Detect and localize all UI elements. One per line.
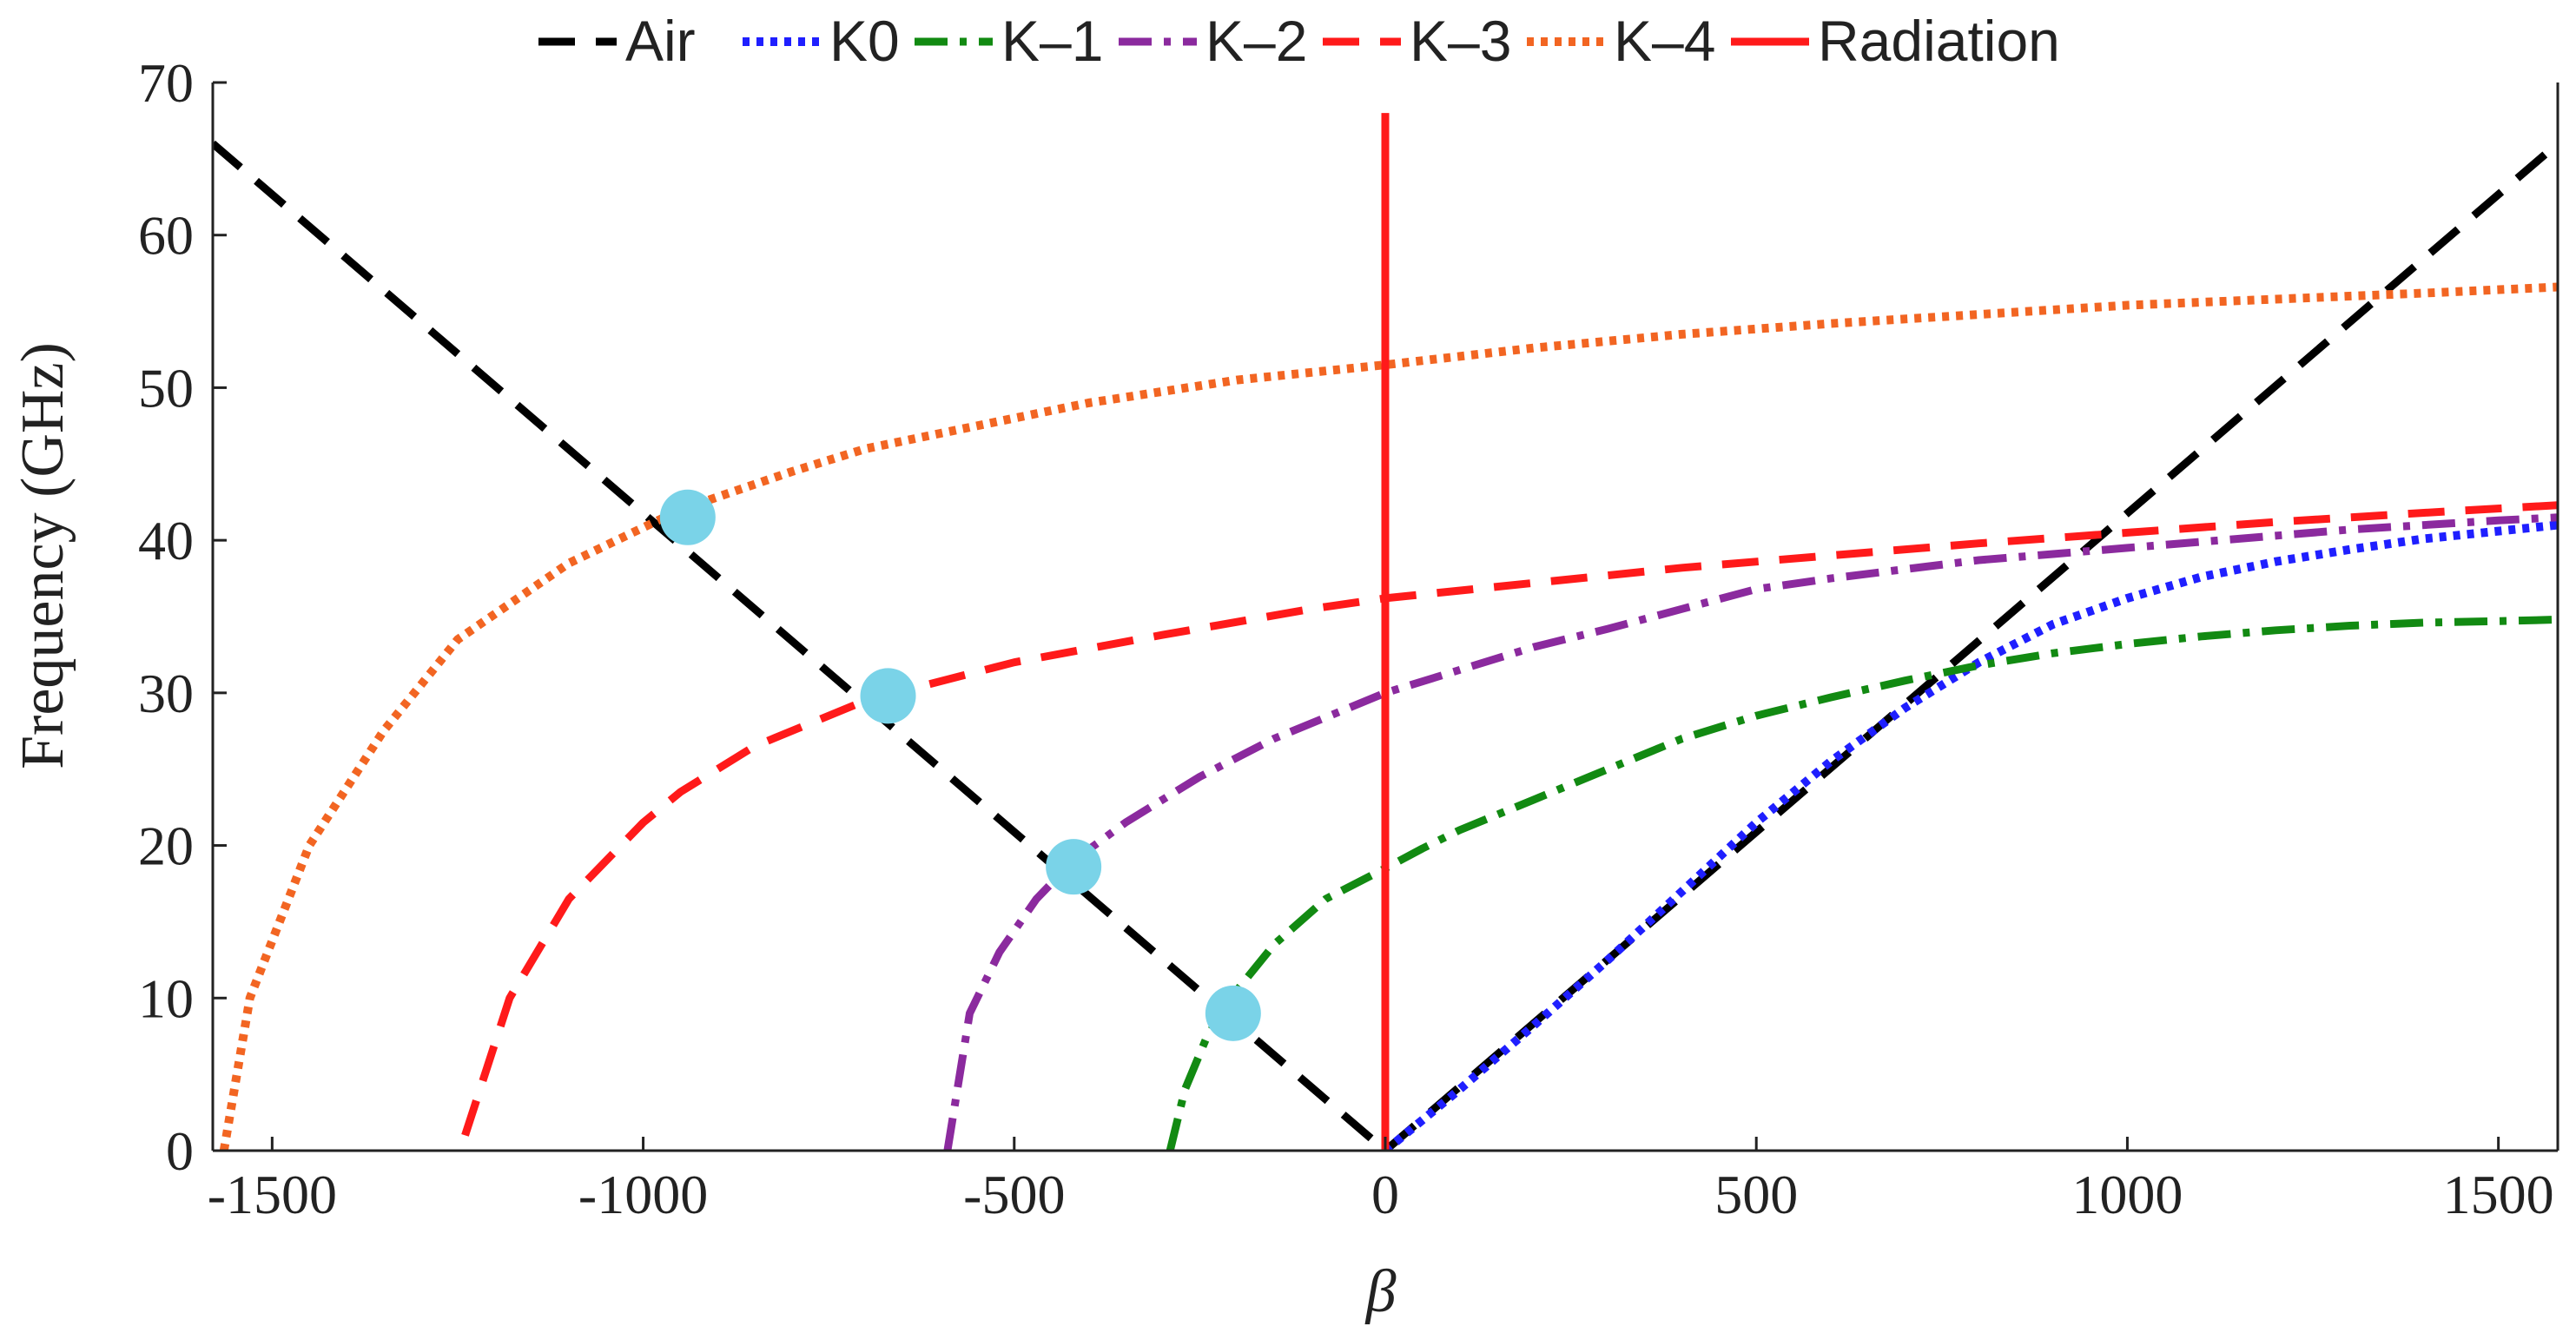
x-axis-title: β [1364, 1258, 1397, 1325]
intersection-marker [860, 668, 916, 724]
y-tick-label: 60 [138, 205, 194, 267]
y-tick-label: 30 [138, 663, 194, 724]
y-tick-label: 70 [138, 52, 194, 114]
plot-area [213, 113, 2558, 1151]
legend-label: Air [625, 9, 696, 73]
y-tick-label: 40 [138, 510, 194, 571]
x-tick-label: -1000 [578, 1164, 708, 1225]
x-tick-label: 1500 [2443, 1164, 2554, 1225]
y-tick-label: 0 [166, 1120, 194, 1182]
x-tick-label: -500 [963, 1164, 1065, 1225]
x-tick-label: 1000 [2071, 1164, 2183, 1225]
intersection-markers [659, 489, 1261, 1041]
x-tick-label: 500 [1714, 1164, 1798, 1225]
legend-label: K–3 [1410, 9, 1511, 73]
legend-label: K–4 [1614, 9, 1715, 73]
x-tick-label: 0 [1371, 1164, 1399, 1225]
legend-label: K–2 [1205, 9, 1307, 73]
y-tick-label: 10 [138, 967, 194, 1029]
series-line-k0 [1382, 520, 2558, 1151]
legend-label: K0 [829, 9, 900, 73]
axes: -1500 -1000 -500 0 500 1000 1500 0 10 20 30 40 50 60 7… [138, 52, 2559, 1225]
intersection-marker [659, 489, 716, 545]
y-tick-label: 50 [138, 357, 194, 419]
y-axis-title: Frequency (GHz) [10, 342, 76, 769]
series-line-k-4 [219, 282, 2558, 1151]
series-line-k-3 [461, 501, 2558, 1137]
series-line-k-1 [1166, 616, 2558, 1151]
intersection-marker [1205, 985, 1261, 1041]
legend-label: Radiation [1818, 9, 2060, 73]
y-tick-label: 20 [138, 815, 194, 877]
intersection-marker [1046, 839, 1102, 895]
chart-legend: Air K0 K–1 K–2 K–3 K–4 Radiation [538, 9, 2060, 73]
legend-label: K–1 [1001, 9, 1103, 73]
x-tick-label: -1500 [208, 1164, 337, 1225]
